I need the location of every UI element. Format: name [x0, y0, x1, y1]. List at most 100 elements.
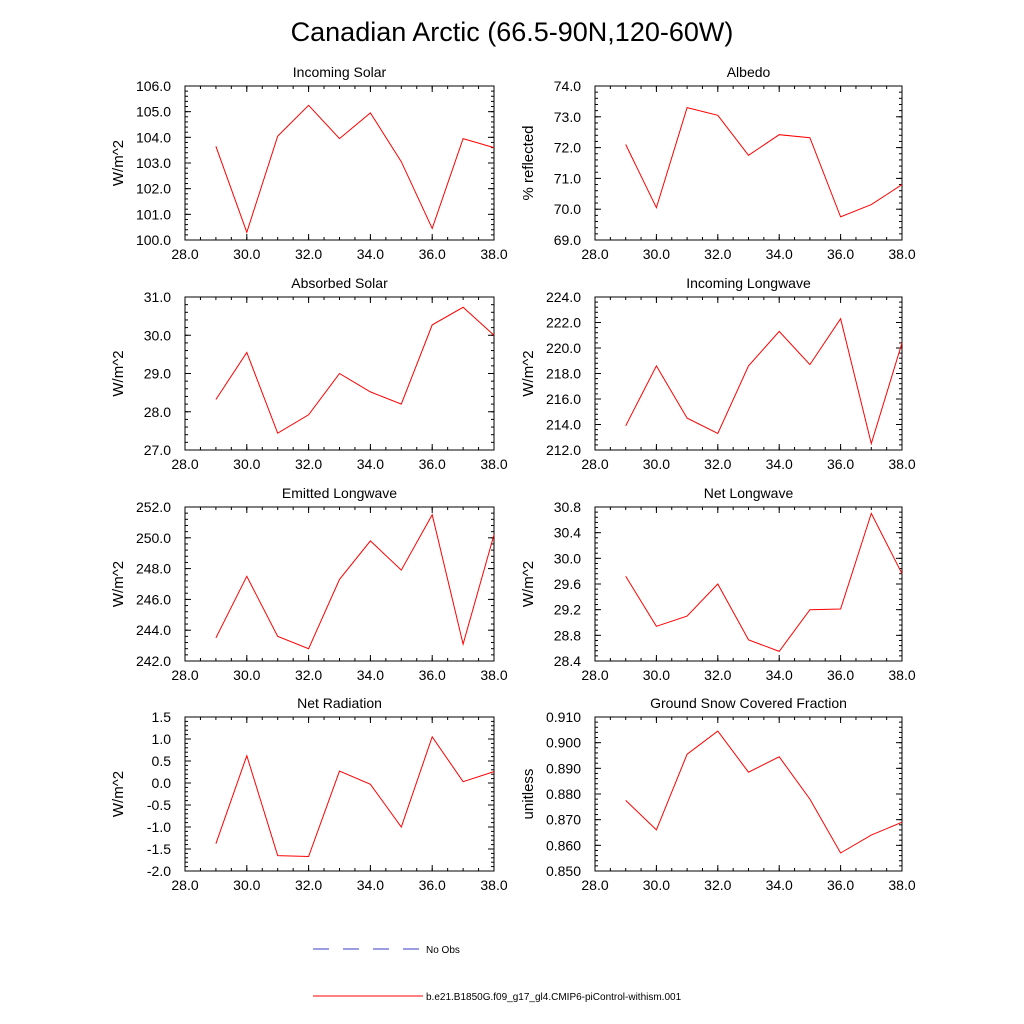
series-line-emitted-longwave — [215, 513, 495, 650]
y-tick-label: 0.0 — [152, 775, 172, 791]
panel-incoming-solar: Incoming Solar 28.0 30.0 32.0 34.0 36.0 38.0 10… — [110, 64, 508, 262]
y-tick-label: -0.5 — [147, 797, 171, 813]
chart-panels: Incoming Solar 28.0 30.0 32.0 34.0 36.0 38.0 10… — [110, 64, 916, 893]
y-tick-label: 102.0 — [136, 181, 171, 197]
panel-title: Ground Snow Covered Fraction — [650, 695, 847, 711]
y-tick-label: 106.0 — [136, 78, 171, 94]
x-tick-label: 28.0 — [171, 246, 198, 262]
panel-net-longwave: Net Longwave 28.0 30.0 32.0 34.0 36.0 38.0 28.4… — [520, 485, 916, 683]
y-tick-label: 71.0 — [554, 170, 581, 186]
x-tick-label: 38.0 — [888, 877, 915, 893]
y-tick-label: 29.6 — [554, 576, 581, 592]
x-tick-label: 30.0 — [643, 877, 670, 893]
y-tick-label: 246.0 — [136, 591, 171, 607]
legend: No Obs b.e21.B1850G.f09_g17_gl4.CMIP6-pi… — [313, 945, 682, 1003]
y-axis-label: W/m^2 — [110, 561, 127, 607]
plot-frame — [594, 296, 903, 451]
x-tick-label: 32.0 — [704, 456, 731, 472]
y-tick-label: 0.910 — [546, 709, 581, 725]
y-tick-label: 248.0 — [136, 561, 171, 577]
x-tick-label: 30.0 — [233, 667, 260, 683]
x-tick-label: 38.0 — [480, 877, 507, 893]
x-tick-label: 28.0 — [171, 667, 198, 683]
y-axis-label: W/m^2 — [110, 350, 127, 396]
y-tick-label: 0.890 — [546, 760, 581, 776]
panel-title: Albedo — [727, 64, 771, 80]
x-tick-label: 30.0 — [643, 246, 670, 262]
x-tick-label: 34.0 — [766, 877, 793, 893]
y-tick-label: 28.4 — [554, 653, 581, 669]
y-axis-label: unitless — [520, 769, 537, 820]
plot-frame — [184, 506, 495, 662]
y-tick-label: 28.8 — [554, 627, 581, 643]
y-tick-label: 31.0 — [144, 289, 171, 305]
panel-absorbed-solar: Absorbed Solar 28.0 30.0 32.0 34.0 36.0 38.0 27… — [110, 275, 508, 472]
legend-label-no-obs: No Obs — [426, 945, 460, 956]
figure-title: Canadian Arctic (66.5-90N,120-60W) — [291, 17, 734, 47]
legend-label-model-run: b.e21.B1850G.f09_g17_gl4.CMIP6-piControl… — [426, 992, 682, 1003]
x-tick-label: 28.0 — [171, 877, 198, 893]
series-line-albedo — [625, 106, 903, 218]
panel-title: Net Radiation — [297, 695, 382, 711]
panel-title: Absorbed Solar — [291, 275, 388, 291]
y-tick-label: 70.0 — [554, 201, 581, 217]
x-tick-label: 38.0 — [888, 246, 915, 262]
y-tick-label: 212.0 — [546, 442, 581, 458]
y-tick-label: 74.0 — [554, 78, 581, 94]
x-tick-label: 30.0 — [643, 456, 670, 472]
plot-frame — [594, 85, 903, 241]
y-tick-label: 0.850 — [546, 863, 581, 879]
y-tick-label: 100.0 — [136, 232, 171, 248]
y-tick-label: 224.0 — [546, 289, 581, 305]
y-tick-label: 214.0 — [546, 417, 581, 433]
x-tick-label: 30.0 — [233, 456, 260, 472]
x-tick-label: 32.0 — [295, 246, 322, 262]
x-tick-label: 30.0 — [233, 246, 260, 262]
y-tick-label: 250.0 — [136, 530, 171, 546]
x-tick-label: 32.0 — [704, 246, 731, 262]
plot-frame — [184, 716, 495, 872]
x-tick-label: 34.0 — [766, 456, 793, 472]
y-tick-label: 218.0 — [546, 366, 581, 382]
series-line-net-longwave — [625, 512, 903, 653]
panel-title: Emitted Longwave — [282, 485, 397, 501]
y-tick-label: 30.8 — [554, 499, 581, 515]
x-tick-label: 34.0 — [357, 246, 384, 262]
x-tick-label: 30.0 — [233, 877, 260, 893]
x-tick-label: 32.0 — [295, 456, 322, 472]
x-tick-label: 36.0 — [827, 667, 854, 683]
x-tick-label: 28.0 — [581, 667, 608, 683]
y-tick-label: 252.0 — [136, 499, 171, 515]
panel-net-radiation: Net Radiation 28.0 30.0 32.0 34.0 36.0 38.0 -2.… — [110, 695, 508, 893]
x-tick-label: 38.0 — [888, 667, 915, 683]
y-tick-label: 242.0 — [136, 653, 171, 669]
y-axis-label: W/m^2 — [520, 561, 537, 607]
x-tick-label: 36.0 — [827, 456, 854, 472]
y-tick-label: 104.0 — [136, 129, 171, 145]
x-tick-label: 36.0 — [419, 667, 446, 683]
series-line-absorbed-solar — [215, 306, 495, 434]
panel-ground-snow-covered-fraction: Ground Snow Covered Fraction 28.0 30.0 32.0… — [520, 695, 916, 893]
y-tick-label: 73.0 — [554, 109, 581, 125]
y-tick-label: 30.0 — [554, 550, 581, 566]
y-axis-label: W/m^2 — [520, 350, 537, 396]
y-axis-label: W/m^2 — [110, 140, 127, 186]
x-tick-label: 28.0 — [171, 456, 198, 472]
panel-title: Incoming Solar — [293, 64, 387, 80]
panel-title: Incoming Longwave — [686, 275, 811, 291]
y-tick-label: 29.2 — [554, 602, 581, 618]
x-tick-label: 28.0 — [581, 456, 608, 472]
x-tick-label: 36.0 — [419, 246, 446, 262]
y-tick-label: 0.900 — [546, 735, 581, 751]
y-tick-label: -1.0 — [147, 819, 171, 835]
y-tick-label: 28.0 — [144, 404, 171, 420]
y-tick-label: 72.0 — [554, 140, 581, 156]
x-tick-label: 34.0 — [766, 667, 793, 683]
x-tick-label: 38.0 — [480, 246, 507, 262]
panel-emitted-longwave: Emitted Longwave 28.0 30.0 32.0 34.0 36.0 38.0… — [110, 485, 508, 683]
y-tick-label: 0.870 — [546, 812, 581, 828]
series-line-incoming-solar — [215, 104, 495, 234]
plot-frame — [594, 506, 903, 662]
series-line-incoming-longwave — [625, 317, 903, 446]
